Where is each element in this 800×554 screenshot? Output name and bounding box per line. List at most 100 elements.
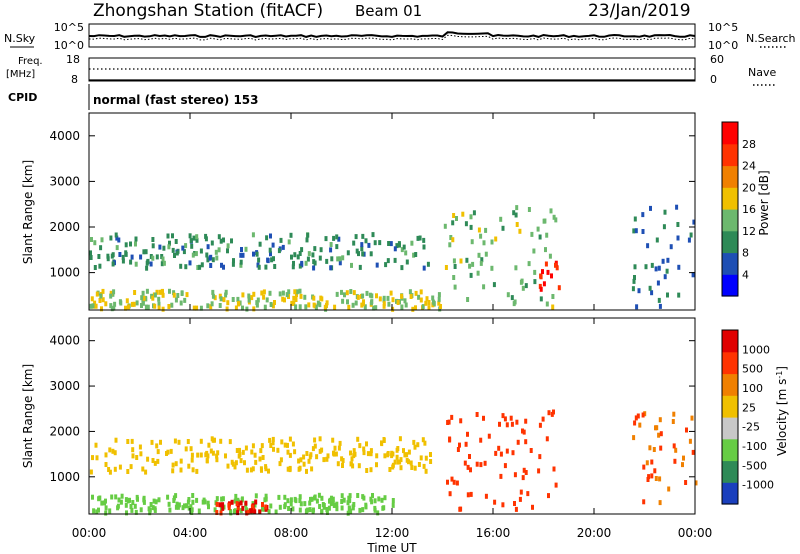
echo-cell <box>130 438 134 444</box>
echo-cell <box>479 233 483 239</box>
echo-cell <box>241 449 245 455</box>
echo-cell <box>271 436 275 442</box>
echo-cell <box>218 502 222 508</box>
echo-cell <box>652 447 656 452</box>
echo-cell <box>650 459 654 465</box>
echo-cell <box>317 492 321 498</box>
echo-cell <box>153 460 157 466</box>
echo-cell <box>211 289 215 295</box>
echo-cell <box>273 300 276 305</box>
echo-cell <box>227 505 231 511</box>
echo-cell <box>133 290 137 295</box>
echo-cell <box>215 457 219 463</box>
echo-cell <box>109 293 113 299</box>
echo-cell <box>657 432 661 438</box>
echo-cell <box>97 496 101 502</box>
echo-cell <box>156 458 160 464</box>
echo-cell <box>165 451 168 456</box>
echo-cell <box>190 452 194 458</box>
colorbar-swatch <box>722 395 738 418</box>
echo-cell <box>405 457 409 463</box>
echo-cell <box>417 462 421 467</box>
echo-cell <box>450 476 454 482</box>
echo-cell <box>226 300 230 306</box>
echo-cell <box>91 455 94 461</box>
echo-cell <box>650 473 654 479</box>
echo-cell <box>158 244 162 250</box>
echo-cell <box>179 467 183 473</box>
echo-cell <box>518 496 522 502</box>
echo-cell <box>236 296 240 302</box>
echo-cell <box>249 467 253 473</box>
echo-cell <box>377 496 381 502</box>
echo-cell <box>340 499 344 504</box>
echo-cell <box>549 208 553 214</box>
echo-cell <box>471 261 475 267</box>
echo-cell <box>189 446 193 452</box>
echo-cell <box>151 295 155 301</box>
echo-cell <box>338 260 342 266</box>
echo-cell <box>513 501 516 506</box>
echo-cell <box>144 304 148 310</box>
echo-cell <box>311 446 315 452</box>
colorbar-frame <box>721 121 739 297</box>
echo-cell <box>552 214 556 220</box>
echo-cell <box>292 260 295 266</box>
echo-cell <box>357 251 360 257</box>
echo-cell <box>283 442 287 448</box>
echo-cell <box>448 491 452 497</box>
echo-cell <box>288 436 292 442</box>
echo-cell <box>402 448 405 454</box>
echo-cell <box>308 500 312 506</box>
echo-cell <box>424 468 428 474</box>
echo-cell <box>221 505 225 511</box>
colorbar-frame <box>721 329 739 505</box>
echo-cell <box>335 291 339 297</box>
echo-cell <box>395 298 398 304</box>
echo-cell <box>514 506 518 512</box>
echo-cell <box>352 240 356 246</box>
echo-cell <box>219 296 223 302</box>
echo-cell <box>293 289 297 295</box>
echo-cell <box>380 440 383 446</box>
colorbar-swatch <box>722 373 738 396</box>
echo-cell <box>672 443 676 449</box>
echo-cell <box>524 418 528 424</box>
echo-cell <box>552 466 556 472</box>
echo-cell <box>455 480 459 486</box>
echo-cell <box>287 506 291 511</box>
echo-cell <box>655 237 659 243</box>
echo-cell <box>209 304 213 310</box>
echo-cell <box>274 509 278 515</box>
echo-cell <box>209 448 213 454</box>
echo-cell <box>300 247 304 253</box>
echo-cell <box>360 302 364 308</box>
echo-cell <box>370 499 374 505</box>
noise-tick-top-right: 10^5 <box>708 21 738 34</box>
echo-cell <box>524 283 528 289</box>
echo-cell <box>511 450 515 456</box>
echo-cell <box>95 509 99 515</box>
echo-cell <box>109 235 113 241</box>
colorbar-tick-label: -100 <box>742 440 767 453</box>
echo-cell <box>258 241 262 247</box>
echo-cell <box>321 502 325 507</box>
echo-cell <box>210 301 214 307</box>
echo-cell <box>395 447 399 453</box>
echo-cell <box>89 250 92 256</box>
echo-cell <box>215 501 219 507</box>
echo-cell <box>221 502 225 508</box>
velocity-colorbar: 1000 500 100 25 -25 -100 -500 -1000 <box>721 329 774 505</box>
echo-cell <box>151 243 155 249</box>
echo-cell <box>155 289 159 295</box>
echo-cell <box>336 256 340 262</box>
echo-cell <box>315 498 319 504</box>
echo-cell <box>341 298 345 304</box>
echo-cell <box>269 302 273 307</box>
echo-cell <box>314 304 318 310</box>
echo-cell <box>225 306 229 312</box>
echo-cell <box>318 436 322 442</box>
echo-cell <box>370 300 373 306</box>
echo-cell <box>515 419 519 425</box>
echo-cell <box>239 262 243 268</box>
